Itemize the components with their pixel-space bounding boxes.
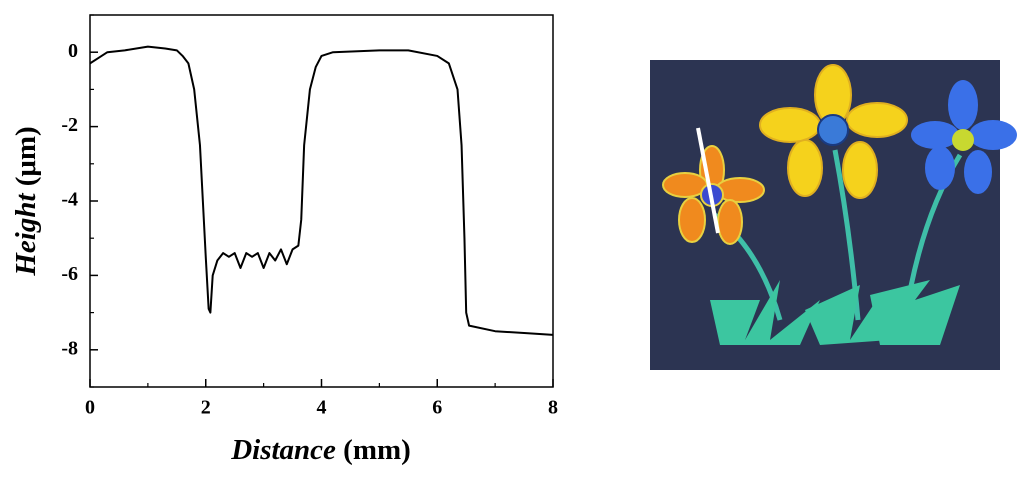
y-label-name: Height [10,193,42,277]
scan-line [696,127,720,234]
x-axis-label: Distance (mm) [230,434,411,466]
x-tick-label: 0 [85,397,95,419]
profile-line [89,45,554,336]
y-tick-label: 0 [68,40,78,62]
y-tick-label: -8 [61,337,78,359]
grass [710,280,960,345]
y-label-unit: (μm) [10,126,42,186]
y-tick-label: -4 [61,189,78,211]
yellow-flower [759,64,908,199]
blue-flower [911,80,1017,194]
y-tick-label: -6 [61,263,78,285]
x-tick-label: 2 [201,397,211,419]
x-tick-label: 6 [432,397,442,419]
x-label-name: Distance [230,434,336,466]
x-tick-label: 8 [548,397,558,419]
x-label-unit: (mm) [343,434,411,466]
x-tick-label: 4 [317,397,327,419]
photo [650,60,1017,370]
plot-frame [89,14,554,388]
y-tick-label: -2 [61,114,78,136]
orange-flower [662,145,765,245]
y-axis-label: Height (μm) [10,126,42,276]
